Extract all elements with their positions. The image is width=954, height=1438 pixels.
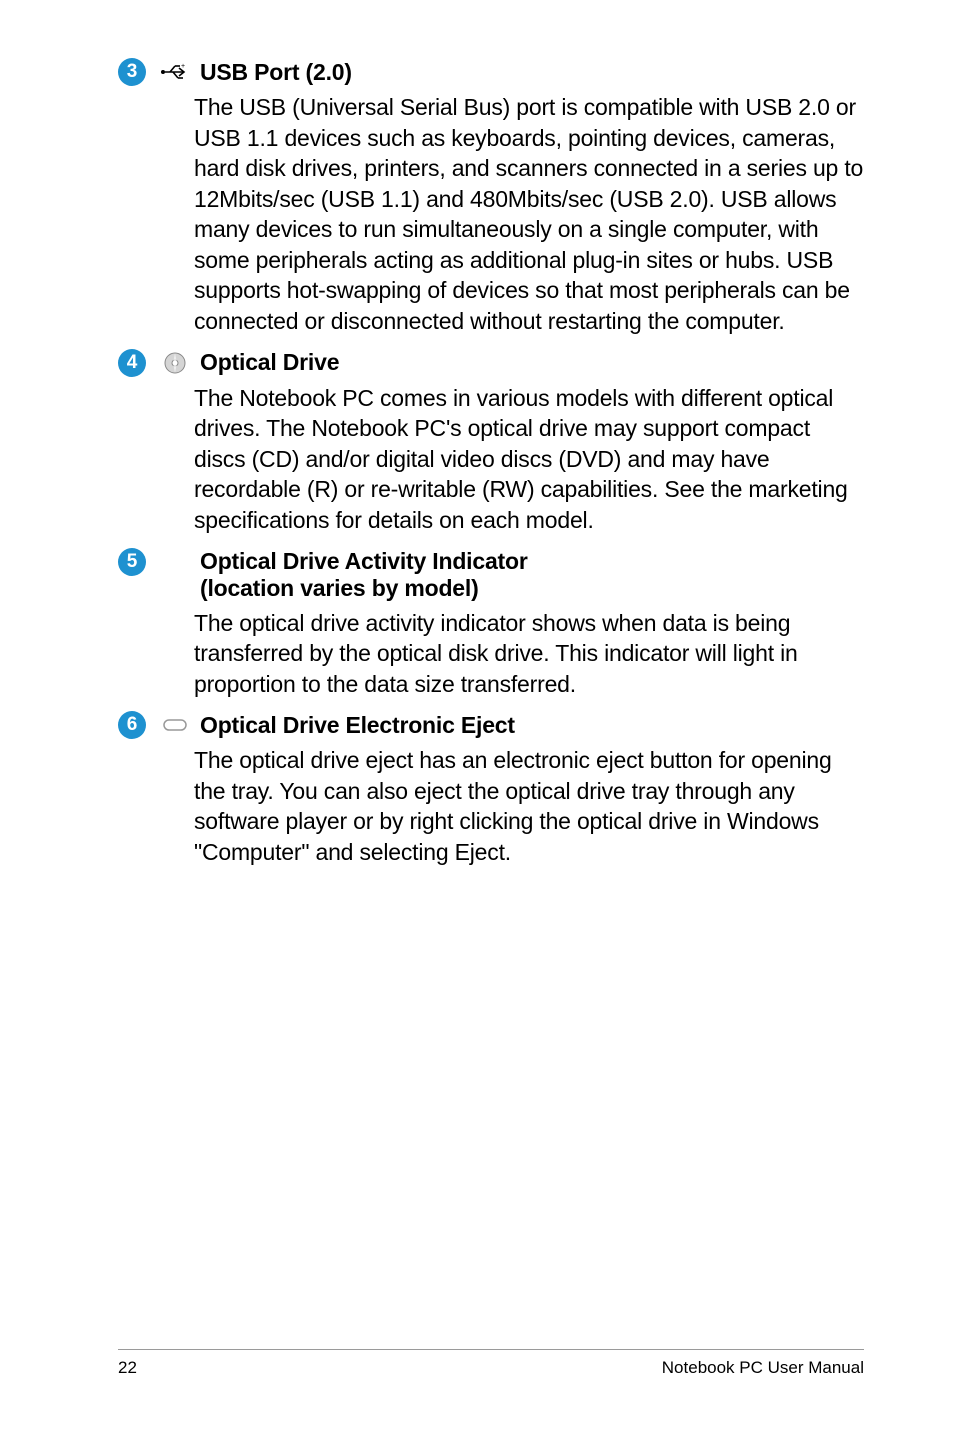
badge-4: 4	[118, 349, 146, 377]
page-footer: 22 Notebook PC User Manual	[118, 1349, 864, 1378]
heading-activity-block: Optical Drive Activity Indicator (locati…	[200, 548, 528, 602]
footer-divider	[118, 1349, 864, 1350]
heading-row: 5 Optical Drive Activity Indicator (loca…	[118, 548, 864, 602]
page-number: 22	[118, 1358, 137, 1378]
heading-usb: USB Port (2.0)	[200, 59, 352, 86]
heading-row: 3 + USB Port (2.0)	[118, 58, 864, 86]
heading-activity: Optical Drive Activity Indicator	[200, 548, 528, 575]
body-activity: The optical drive activity indicator sho…	[194, 608, 864, 700]
badge-3: 3	[118, 58, 146, 86]
body-usb: The USB (Universal Serial Bus) port is c…	[194, 92, 864, 337]
body-eject: The optical drive eject has an electroni…	[194, 745, 864, 867]
section-eject: 6 Optical Drive Electronic Eject The opt…	[118, 711, 864, 867]
svg-text:+: +	[181, 63, 185, 70]
body-optical: The Notebook PC comes in various models …	[194, 383, 864, 536]
eject-button-icon	[160, 719, 190, 731]
usb-icon: +	[160, 62, 190, 82]
badge-6: 6	[118, 711, 146, 739]
heading-optical: Optical Drive	[200, 349, 339, 376]
heading-row: 4 Optical Drive	[118, 349, 864, 377]
optical-disc-icon	[160, 351, 190, 375]
section-activity-indicator: 5 Optical Drive Activity Indicator (loca…	[118, 548, 864, 700]
subheading-activity: (location varies by model)	[200, 575, 528, 602]
section-optical-drive: 4 Optical Drive The Notebook PC comes in…	[118, 349, 864, 536]
badge-5: 5	[118, 548, 146, 576]
page-content: 3 + USB Port (2.0) The USB (	[0, 0, 954, 868]
doc-title: Notebook PC User Manual	[662, 1358, 864, 1378]
footer-text-row: 22 Notebook PC User Manual	[118, 1358, 864, 1378]
section-usb-port: 3 + USB Port (2.0) The USB (	[118, 58, 864, 337]
heading-eject: Optical Drive Electronic Eject	[200, 712, 515, 739]
heading-row: 6 Optical Drive Electronic Eject	[118, 711, 864, 739]
